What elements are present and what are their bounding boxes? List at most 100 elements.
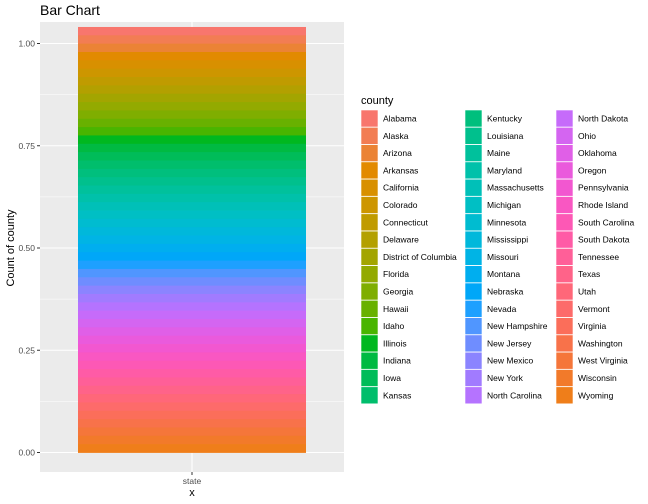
legend-label: Hawaii bbox=[383, 304, 409, 314]
bar-segment-michigan bbox=[78, 210, 306, 220]
y-axis-label: Count of county bbox=[5, 209, 17, 287]
legend-label: Florida bbox=[383, 269, 409, 279]
x-tick-label: state bbox=[183, 476, 202, 486]
bar-segment-kansas bbox=[78, 160, 306, 170]
legend-label: Pennsylvania bbox=[578, 183, 629, 193]
y-tick-label: 0.50 bbox=[18, 243, 35, 253]
legend-label: Utah bbox=[578, 287, 596, 297]
legend-key bbox=[555, 386, 574, 405]
y-tick-label: 0.75 bbox=[18, 141, 35, 151]
legend-label: Idaho bbox=[383, 321, 405, 331]
bar-segment-colorado bbox=[78, 68, 306, 78]
legend-key bbox=[555, 282, 574, 301]
legend-key bbox=[464, 230, 483, 249]
bar-segments bbox=[78, 26, 306, 453]
bar-segment-connecticut bbox=[78, 77, 306, 86]
legend-key bbox=[360, 317, 379, 335]
legend-label: Kansas bbox=[383, 390, 411, 400]
legend-key bbox=[555, 265, 574, 284]
legend-label: Delaware bbox=[383, 235, 419, 245]
bar-segment-washington bbox=[78, 419, 306, 428]
legend-key bbox=[555, 299, 574, 318]
legend-key bbox=[360, 127, 379, 145]
legend-label: Michigan bbox=[487, 200, 521, 210]
legend-label: Wisconsin bbox=[578, 373, 617, 383]
legend-key bbox=[464, 127, 483, 145]
legend-label: South Carolina bbox=[578, 217, 635, 227]
bar-segment-maryland bbox=[78, 193, 306, 203]
legend-key bbox=[360, 178, 379, 197]
legend-label: Virginia bbox=[578, 321, 606, 331]
legend-label: North Carolina bbox=[487, 390, 542, 400]
legend-key bbox=[464, 178, 483, 197]
legend-label: Connecticut bbox=[383, 217, 429, 227]
legend-key bbox=[555, 178, 574, 197]
legend-key bbox=[555, 351, 574, 370]
bar-segment-louisiana bbox=[78, 177, 306, 186]
legend-key bbox=[360, 351, 379, 370]
bar-segment-arkansas bbox=[78, 52, 306, 61]
legend-key bbox=[464, 248, 483, 266]
bar-segment-north-dakota bbox=[78, 310, 306, 320]
legend-key bbox=[464, 213, 483, 232]
legend-label: Washington bbox=[578, 338, 623, 348]
legend-label: Georgia bbox=[383, 287, 414, 297]
legend-label: Missouri bbox=[487, 252, 519, 262]
bar-segment-arizona bbox=[78, 43, 306, 53]
chart-title: Bar Chart bbox=[40, 2, 100, 18]
legend-label: Wyoming bbox=[578, 390, 614, 400]
legend-key bbox=[360, 265, 379, 284]
bar-segment-maine bbox=[78, 185, 306, 195]
y-tick-label: 0.00 bbox=[18, 448, 35, 458]
bar-segment-ohio bbox=[78, 319, 306, 328]
bar-segment-new-hampshire bbox=[78, 268, 306, 278]
legend-label: District of Columbia bbox=[383, 252, 457, 262]
bar-segment-montana bbox=[78, 243, 306, 253]
bar-segment-nevada bbox=[78, 260, 306, 270]
legend-key bbox=[360, 369, 379, 387]
legend-key bbox=[464, 386, 483, 405]
legend-key bbox=[555, 334, 574, 353]
legend-key bbox=[360, 144, 379, 162]
legend-label: Arkansas bbox=[383, 165, 418, 175]
legend-key bbox=[360, 213, 379, 232]
bar-segment-virginia bbox=[78, 410, 306, 420]
legend-label: West Virginia bbox=[578, 356, 628, 366]
legend-label: Alabama bbox=[383, 114, 417, 124]
legend-key bbox=[464, 144, 483, 162]
legend-label: Texas bbox=[578, 269, 600, 279]
legend-key bbox=[464, 369, 483, 387]
legend-label: Louisiana bbox=[487, 131, 524, 141]
legend-label: Rhode Island bbox=[578, 200, 628, 210]
bar-segment-west-virginia bbox=[78, 427, 306, 437]
legend-key bbox=[464, 351, 483, 370]
legend-label: New Hampshire bbox=[487, 321, 548, 331]
bar-segment-oregon bbox=[78, 335, 306, 345]
bar-segment-pennsylvania bbox=[78, 344, 306, 353]
bar-segment-kentucky bbox=[78, 168, 306, 178]
legend-label: Vermont bbox=[578, 304, 610, 314]
legend-label: New Mexico bbox=[487, 356, 534, 366]
legend-key bbox=[555, 248, 574, 266]
legend-label: New Jersey bbox=[487, 338, 532, 348]
legend-key bbox=[464, 109, 483, 128]
bar-segment-vermont bbox=[78, 402, 306, 412]
bar-segment-utah bbox=[78, 394, 306, 403]
bar-segment-missouri bbox=[78, 235, 306, 245]
bar-segment-south-dakota bbox=[78, 369, 306, 378]
legend-label: Oregon bbox=[578, 165, 607, 175]
legend-key bbox=[555, 213, 574, 232]
legend-label: Nevada bbox=[487, 304, 517, 314]
bar-segment-florida bbox=[78, 102, 306, 111]
legend-label: Arizona bbox=[383, 148, 412, 158]
y-tick-label: 0.25 bbox=[18, 345, 35, 355]
bar-segment-new-jersey bbox=[78, 277, 306, 287]
bar-segment-texas bbox=[78, 385, 306, 395]
legend-key bbox=[464, 334, 483, 353]
legend-label: Maine bbox=[487, 148, 510, 158]
legend-label: Tennessee bbox=[578, 252, 619, 262]
bar-segment-mississippi bbox=[78, 227, 306, 236]
legend-label: New York bbox=[487, 373, 524, 383]
bar-segment-wyoming bbox=[78, 444, 306, 453]
legend-key bbox=[464, 299, 483, 318]
